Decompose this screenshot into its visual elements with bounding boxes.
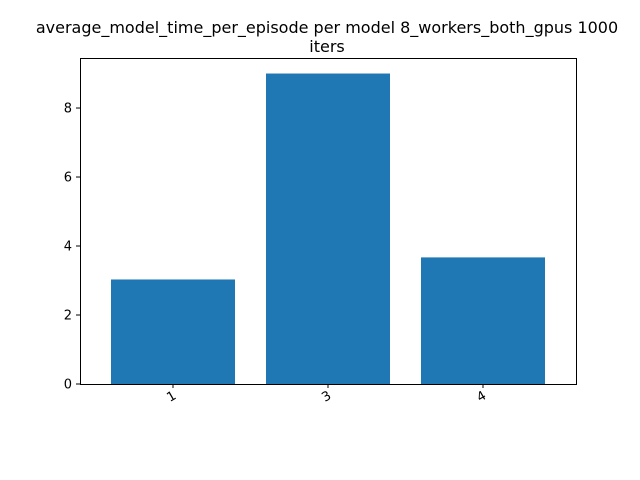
y-tick-label-2: 2 bbox=[64, 309, 72, 324]
x-tick-label-4: 4 bbox=[474, 388, 489, 405]
y-tick-label-4: 4 bbox=[64, 240, 72, 255]
y-tick-label-8: 8 bbox=[64, 102, 72, 117]
y-axis-ticks: 0 2 4 6 8 bbox=[64, 102, 80, 393]
chart-title-line-2: iters bbox=[309, 37, 344, 56]
bar-4 bbox=[421, 257, 545, 384]
chart-title-line-1: average_model_time_per_episode per model… bbox=[36, 18, 618, 38]
x-tick-label-1: 1 bbox=[164, 388, 179, 405]
y-tick-label-6: 6 bbox=[64, 171, 72, 186]
bar-3 bbox=[266, 73, 390, 385]
x-axis-ticks: 1 3 4 bbox=[164, 384, 489, 406]
x-tick-label-3: 3 bbox=[319, 388, 334, 405]
bars bbox=[111, 73, 545, 385]
chart-title: average_model_time_per_episode per model… bbox=[36, 18, 618, 56]
bar-1 bbox=[111, 279, 235, 384]
plot-frame bbox=[80, 58, 577, 385]
y-tick-label-0: 0 bbox=[64, 378, 72, 393]
